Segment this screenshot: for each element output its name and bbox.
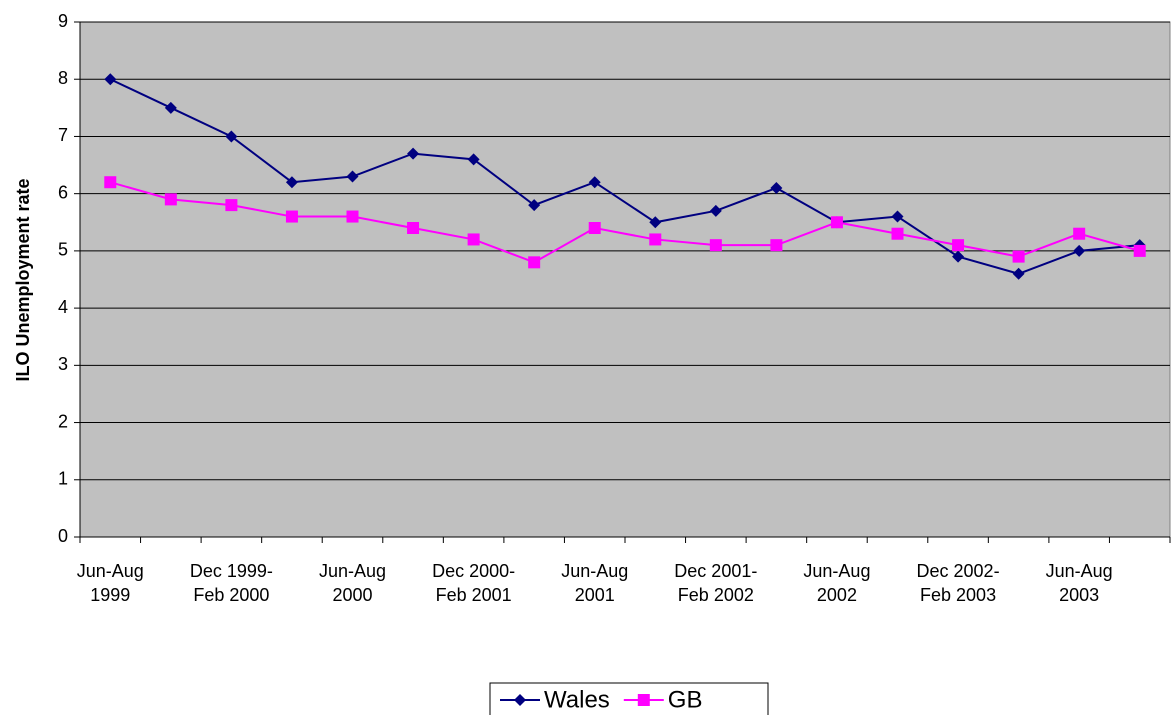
marker [1073,227,1086,240]
marker [225,199,238,212]
plot-area [79,21,1171,538]
x-tick-label: Dec 2001-Feb 2002 [674,561,758,605]
x-tick-label: Dec 2002-Feb 2003 [916,561,1000,605]
marker [830,216,843,229]
legend-marker [637,694,650,706]
marker [891,210,904,223]
marker [1012,250,1025,263]
marker [104,73,117,86]
marker [528,256,541,269]
x-tick-label: Dec 1999-Feb 2000 [189,561,273,605]
legend-item: GB [623,686,703,713]
legend-item: Wales [500,686,610,713]
marker [225,130,238,143]
x-tick-label: Jun-Aug 2003 [1045,561,1113,605]
marker [346,210,359,223]
marker [1133,244,1146,257]
legend-label: GB [668,686,703,713]
y-tick-label: 8 [58,68,68,88]
legend-label: Wales [544,686,610,713]
marker [407,222,420,234]
y-tick-label: 2 [58,411,68,431]
y-tick-label: 6 [58,182,68,202]
marker [285,210,298,223]
marker [164,101,177,114]
marker [709,239,722,252]
y-tick-label: 5 [58,240,68,260]
y-tick-label: 4 [58,297,68,317]
marker [649,216,662,229]
x-tick-label: Jun-Aug 2000 [318,561,387,605]
marker [285,176,298,189]
marker [1012,267,1025,280]
marker [164,193,177,206]
marker [588,176,601,189]
marker [952,250,965,263]
series-line [110,181,1140,264]
x-tick-label: Jun-Aug 1999 [76,561,144,605]
marker [346,170,359,183]
y-axis-label: ILO Unemployment rate [13,178,33,381]
marker [528,199,541,212]
marker [770,239,783,252]
marker [952,239,965,252]
y-tick-label: 9 [58,11,68,31]
y-tick-label: 7 [58,125,68,145]
marker [104,176,117,189]
marker [891,227,904,240]
x-tick-label: Jun-Aug 2002 [803,561,871,605]
y-tick-label: 3 [58,354,68,374]
marker [467,233,480,246]
marker [467,153,480,166]
marker [709,204,722,217]
marker [407,147,420,160]
marker [588,222,601,234]
series [104,73,1146,280]
x-tick-label: Dec 2000-Feb 2001 [432,561,516,605]
series-line [109,78,1140,275]
y-tick-label: 1 [58,469,68,489]
x-tick-label: Jun-Aug 2001 [561,561,629,605]
legend-marker [514,694,526,706]
marker [649,233,662,246]
marker [770,181,783,194]
marker [1073,244,1086,257]
y-tick-label: 0 [58,526,68,546]
series [104,176,1146,269]
